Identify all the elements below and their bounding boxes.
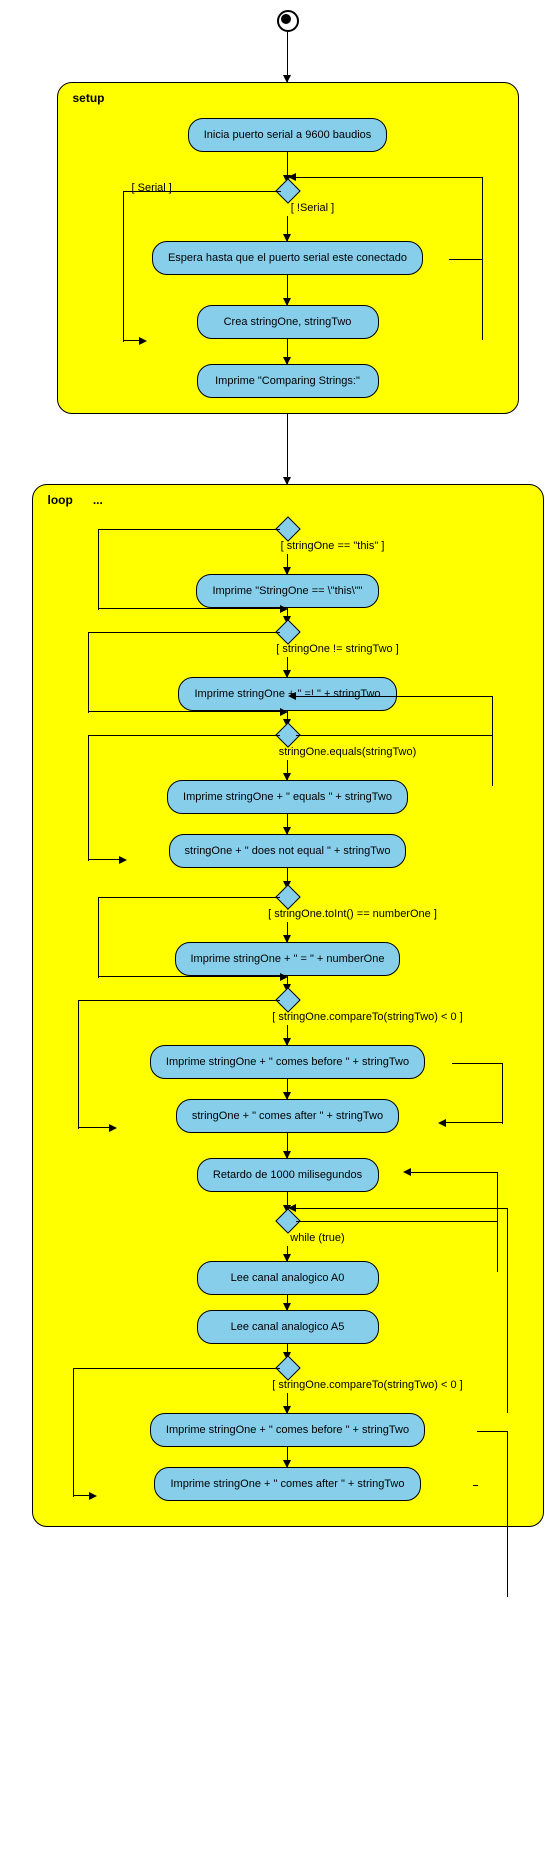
action-wait-serial: Espera hasta que el puerto serial este c… — [152, 241, 423, 275]
loop-label-text: loop — [48, 493, 73, 507]
action-delay: Retardo de 1000 milisegundos — [197, 1158, 379, 1192]
arrow — [287, 275, 288, 305]
loop-frame: loop ... [ stringOne == "this" ] Imprime… — [32, 484, 544, 1527]
arrow — [287, 414, 288, 484]
arrow — [287, 1246, 288, 1261]
arrow — [287, 1393, 288, 1413]
arrow — [287, 216, 288, 241]
guard-compare2: [ stringOne.compareTo(stringTwo) < 0 ] — [268, 1377, 466, 1393]
arrow — [287, 339, 288, 364]
action-print-before2: Imprime stringOne + " comes before " + s… — [150, 1413, 425, 1447]
arrow — [287, 1079, 288, 1099]
arrow — [287, 1025, 288, 1045]
guard-toint: [ stringOne.toInt() == numberOne ] — [264, 906, 441, 922]
setup-frame: setup Inicia puerto serial a 9600 baudio… — [57, 82, 519, 414]
action-read-a5: Lee canal analogico A5 — [197, 1310, 379, 1344]
guard-ne: [ stringOne != stringTwo ] — [272, 641, 403, 657]
action-print-header: Imprime "Comparing Strings:" — [197, 364, 379, 398]
arrow — [287, 760, 288, 780]
arrow — [287, 554, 288, 574]
action-init-serial: Inicia puerto serial a 9600 baudios — [188, 118, 388, 152]
initial-node — [277, 10, 299, 32]
arrow — [287, 1447, 288, 1467]
action-print-after2: Imprime stringOne + " comes after " + st… — [154, 1467, 420, 1501]
action-print-before1: Imprime stringOne + " comes before " + s… — [150, 1045, 425, 1079]
arrow — [287, 922, 288, 942]
loop-label: loop ... — [48, 493, 103, 507]
arrow — [287, 1133, 288, 1158]
arrow — [287, 32, 288, 82]
arrow — [287, 1295, 288, 1310]
guard-not-serial: [ !Serial ] — [287, 200, 338, 216]
guard-eq-this: [ stringOne == "this" ] — [277, 538, 389, 554]
loop-extra: ... — [93, 493, 103, 507]
arrow — [287, 657, 288, 677]
guard-compare1: [ stringOne.compareTo(stringTwo) < 0 ] — [268, 1009, 466, 1025]
arrow — [287, 814, 288, 834]
setup-label: setup — [73, 91, 105, 105]
